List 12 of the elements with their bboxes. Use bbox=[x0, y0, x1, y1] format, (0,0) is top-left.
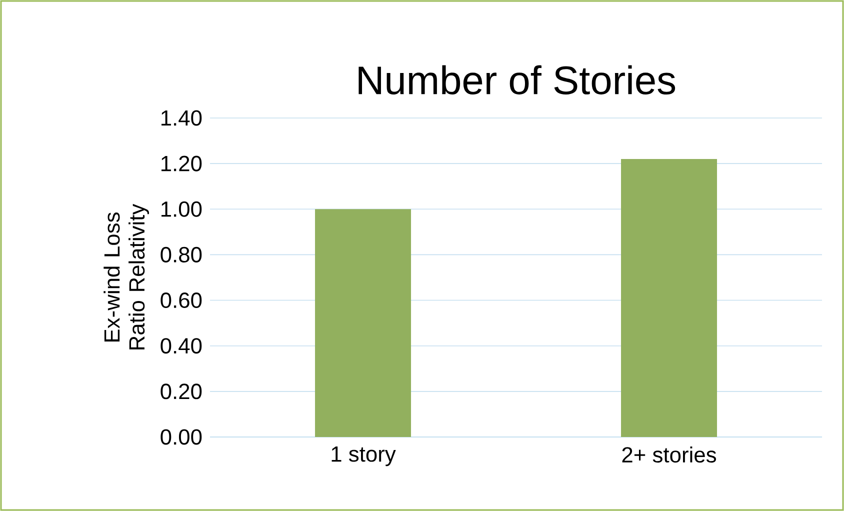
y-tick-label: 0.40 bbox=[160, 338, 202, 354]
x-tick-label: 1 story bbox=[332, 446, 396, 466]
y-axis-title: Ex-wind Loss Ratio Relativity bbox=[104, 204, 149, 350]
y-tick-label: 1.00 bbox=[162, 201, 202, 217]
y-tick-label: 0.60 bbox=[160, 292, 202, 308]
y-tick-label: 1.20 bbox=[162, 156, 202, 172]
x-tick-label: 2+ stories bbox=[622, 446, 716, 463]
chart-title: Number of Stories bbox=[358, 65, 676, 94]
y-tick-label: 0.00 bbox=[160, 429, 202, 445]
y-tick-label: 0.80 bbox=[160, 246, 202, 262]
y-tick-label: 0.20 bbox=[160, 384, 202, 400]
y-tick-label: 1.40 bbox=[162, 110, 202, 126]
